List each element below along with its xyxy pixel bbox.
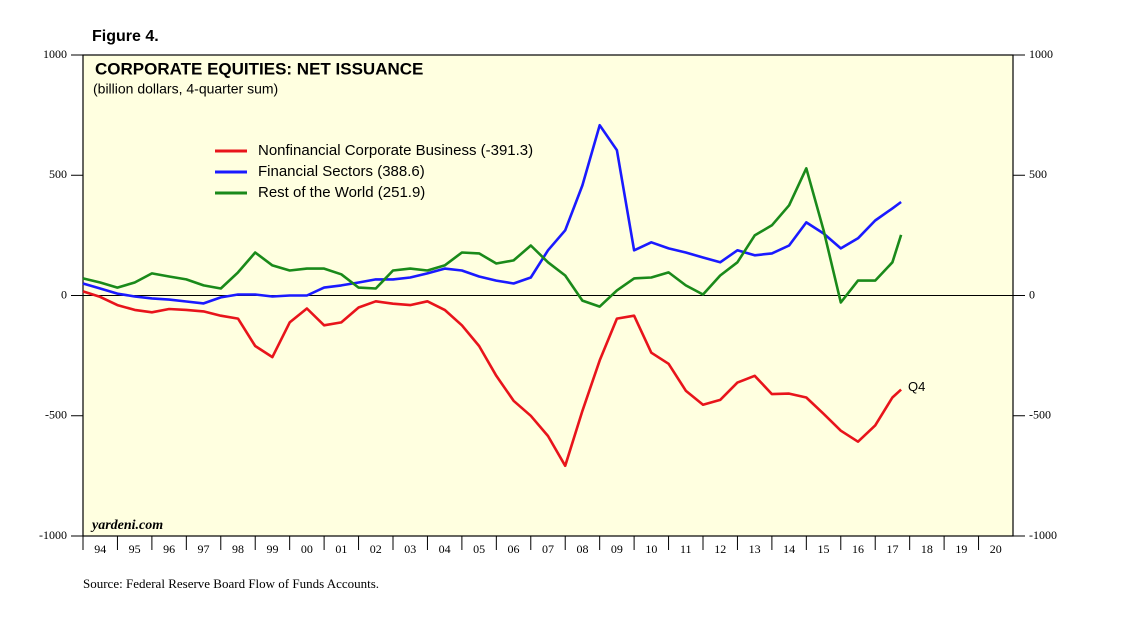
y2-tick-label: 500 xyxy=(1029,167,1047,181)
x-tick-label: 05 xyxy=(473,542,485,556)
x-tick-label: 16 xyxy=(852,542,864,556)
x-tick-label: 15 xyxy=(818,542,830,556)
x-tick-label: 96 xyxy=(163,542,175,556)
y-tick-label: 1000 xyxy=(43,47,67,61)
x-tick-label: 13 xyxy=(749,542,761,556)
x-tick-label: 02 xyxy=(370,542,382,556)
x-tick-label: 97 xyxy=(198,542,210,556)
x-tick-label: 10 xyxy=(645,542,657,556)
legend-label: Rest of the World (251.9) xyxy=(258,184,425,201)
annotation: Q4 xyxy=(908,379,925,394)
x-tick-label: 17 xyxy=(886,542,898,556)
chart-subtitle: (billion dollars, 4-quarter sum) xyxy=(93,81,278,97)
y-tick-label: 500 xyxy=(49,167,67,181)
x-tick-label: 03 xyxy=(404,542,416,556)
y2-tick-label: 0 xyxy=(1029,287,1035,301)
x-tick-label: 99 xyxy=(266,542,278,556)
x-tick-label: 08 xyxy=(576,542,588,556)
x-tick-label: 11 xyxy=(680,542,692,556)
legend-label: Financial Sectors (388.6) xyxy=(258,163,425,180)
x-tick-label: 20 xyxy=(990,542,1002,556)
x-tick-label: 18 xyxy=(921,542,933,556)
x-tick-label: 98 xyxy=(232,542,244,556)
x-tick-label: 95 xyxy=(129,542,141,556)
x-tick-label: 09 xyxy=(611,542,623,556)
y2-tick-label: 1000 xyxy=(1029,47,1053,61)
y2-tick-label: -500 xyxy=(1029,408,1051,422)
x-tick-label: 19 xyxy=(955,542,967,556)
x-tick-label: 00 xyxy=(301,542,313,556)
series-line xyxy=(82,167,903,308)
watermark: yardeni.com xyxy=(90,518,163,533)
x-tick-label: 07 xyxy=(542,542,554,556)
source-note: Source: Federal Reserve Board Flow of Fu… xyxy=(83,576,379,591)
chart-title: CORPORATE EQUITIES: NET ISSUANCE xyxy=(95,59,423,78)
x-tick-label: 06 xyxy=(508,542,520,556)
x-tick-label: 94 xyxy=(94,542,106,556)
x-tick-label: 14 xyxy=(783,542,795,556)
legend-label: Nonfinancial Corporate Business (-391.3) xyxy=(258,142,533,159)
y-tick-label: 0 xyxy=(61,287,67,301)
series-line xyxy=(82,123,902,305)
figure-label: Figure 4. xyxy=(92,28,159,45)
x-tick-label: 01 xyxy=(335,542,347,556)
y2-tick-label: -1000 xyxy=(1029,528,1057,542)
x-tick-label: 12 xyxy=(714,542,726,556)
series-line xyxy=(82,290,902,468)
x-tick-label: 04 xyxy=(439,542,451,556)
y-tick-label: -500 xyxy=(45,408,67,422)
y-tick-label: -1000 xyxy=(39,528,67,542)
